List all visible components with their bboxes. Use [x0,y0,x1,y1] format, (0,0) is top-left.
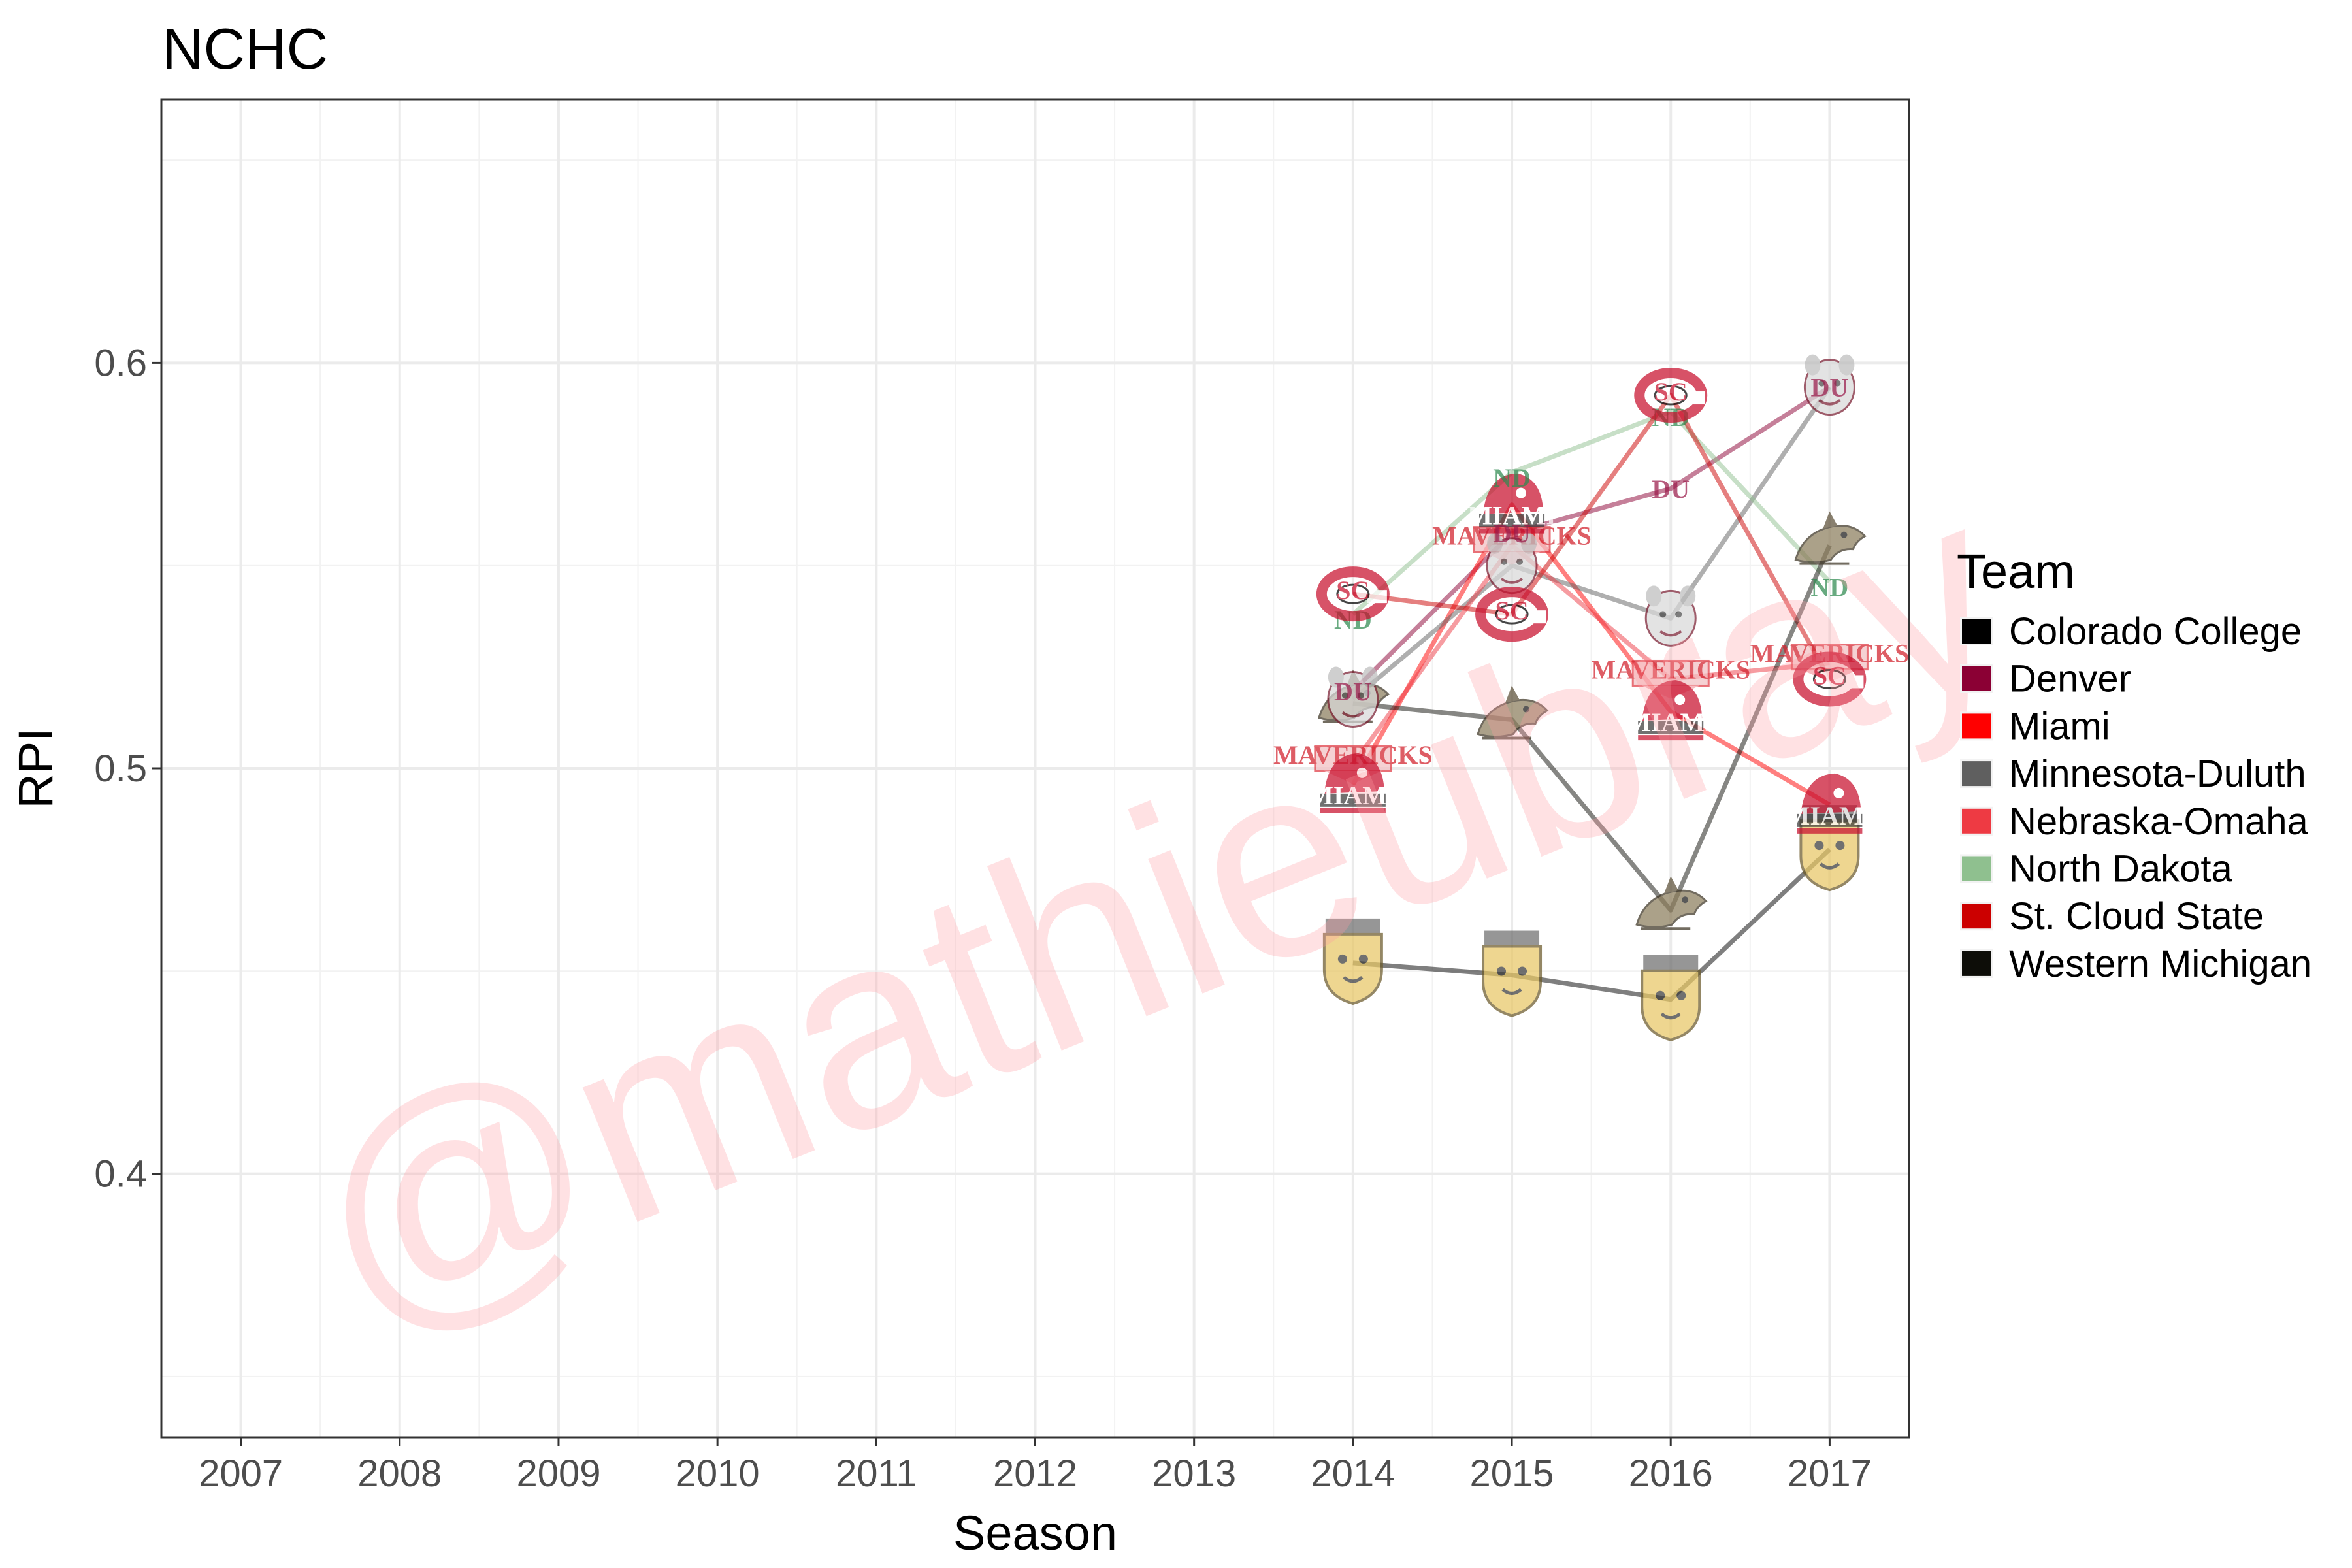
legend-label: Miami [2009,705,2110,747]
series-line [1352,544,1832,913]
svg-text:SC: SC [1336,576,1369,605]
plot-panel: MAVERICKSMAVERICKSMAVERICKSMAVERICKSMIAM… [160,98,2042,1439]
y-axis: 0.4 0.5 0.6 [94,342,161,1196]
x-tick-label: 2015 [1470,1452,1554,1495]
series-line [1350,502,1831,807]
tiger-logo-icon [1482,930,1543,1017]
y-axis-title: RPI [8,728,63,808]
x-tick-label: 2008 [357,1452,442,1495]
nd-logo-icon: ND [1493,463,1531,493]
legend-label: North Dakota [2009,848,2232,890]
legend-label: Western Michigan [2009,943,2311,985]
x-tick-label: 2009 [516,1452,600,1495]
legend-title: Team [1957,544,2075,598]
miami-logo-icon: MIAMI [1626,680,1715,741]
legend-swatch [1962,713,1991,739]
miami-logo-icon: MIAMI [1786,773,1874,834]
legend-swatch [1962,619,1991,644]
x-axis: 2007 2008 2009 2010 2011 2012 2013 2014 2015 2016… [199,1437,1872,1495]
tiger-logo-icon [1322,918,1383,1005]
svg-text:DU: DU [1652,474,1690,504]
x-tick-label: 2007 [199,1452,283,1495]
scsu-logo-icon: SC [1475,587,1549,642]
scsu-logo-icon: SC [1634,368,1708,423]
series-line [1351,385,1831,693]
legend-item: St. Cloud State [1960,895,2264,938]
scsu-logo-icon: SC [1793,651,1867,707]
legend-item: Nebraska-Omaha [1960,800,2308,843]
legend-label: Minnesota-Duluth [2009,753,2306,795]
chart-title: NCHC [162,16,328,81]
x-tick-label: 2013 [1152,1452,1236,1495]
y-tick-label: 0.6 [94,342,147,384]
x-tick-label: 2010 [676,1452,760,1495]
x-tick-label: 2014 [1311,1452,1395,1495]
svg-text:MIAMI: MIAMI [1467,501,1556,531]
legend-swatch [1962,808,1991,834]
bulldog-logo-icon [1644,585,1697,647]
series-line [1351,385,1832,702]
legend-label: Nebraska-Omaha [2009,800,2308,843]
x-tick-label: 2012 [993,1452,1077,1495]
mavericks-logo-icon: MAVERICKS [1591,655,1750,699]
legend-label: Denver [2009,658,2131,700]
legend-item: Denver [1960,658,2131,700]
legend-items: Colorado College Denver Miami Minnesota-Dul… [1960,610,2311,985]
legend-item: Western Michigan [1960,943,2311,985]
legend-item: Colorado College [1960,610,2302,653]
legend-item: Miami [1960,705,2110,747]
legend-swatch [1962,951,1991,976]
svg-text:SC: SC [1654,377,1688,406]
team-logo-markers: MAVERICKSMAVERICKSMAVERICKSMAVERICKSMIAM… [1273,354,1909,1041]
miami-logo-icon: MIAMI [1309,753,1397,813]
svg-text:SC: SC [1813,661,1846,690]
bronco-logo-icon [1635,876,1708,930]
series-lines [1350,385,1832,1002]
svg-text:DU: DU [1811,373,1849,402]
svg-text:MIAMI: MIAMI [1626,708,1715,737]
du-logo-icon: DU [1652,474,1690,504]
x-tick-label: 2017 [1788,1452,1872,1495]
x-tick-label: 2016 [1629,1452,1713,1495]
svg-text:SC: SC [1495,596,1528,625]
series-line [1351,543,1830,766]
legend-label: Colorado College [2009,610,2302,653]
svg-text:DU: DU [1334,677,1372,706]
legend-swatch [1962,904,1991,929]
bulldog-logo-icon [1486,532,1538,595]
bronco-logo-icon [1794,511,1867,565]
x-axis-title: Season [953,1506,1117,1560]
series-line [1352,847,1831,1002]
series-line [1352,393,1832,681]
bulldog-logo-icon [1803,354,1855,416]
legend: Team Colorado College Denver Miami Minnesot… [1957,544,2311,985]
legend-item: North Dakota [1960,848,2232,890]
nd-logo-icon: ND [1811,573,1849,602]
svg-text:ND: ND [1493,463,1531,493]
legend-swatch [1962,761,1991,787]
y-tick-label: 0.4 [94,1153,147,1196]
x-tick-label: 2011 [836,1452,917,1495]
y-tick-label: 0.5 [94,747,147,790]
miami-logo-icon: MIAMI [1467,473,1556,534]
legend-label: St. Cloud State [2009,895,2264,938]
scsu-logo-icon: SC [1316,566,1390,622]
svg-text:DU: DU [1493,519,1531,548]
tiger-logo-icon [1641,955,1701,1041]
svg-text:MIAMI: MIAMI [1786,801,1874,830]
major-gridlines [161,99,1909,1437]
du-logo-icon: DU [1811,373,1849,402]
bronco-logo-icon [1477,685,1549,740]
series-line [1351,409,1831,616]
legend-item: Minnesota-Duluth [1960,753,2306,795]
bulldog-logo-icon [1327,666,1379,728]
du-logo-icon: DU [1493,519,1531,548]
svg-text:MAVERICKS: MAVERICKS [1591,655,1750,684]
svg-text:MIAMI: MIAMI [1309,781,1397,810]
legend-swatch [1962,856,1991,881]
svg-text:ND: ND [1811,573,1849,602]
legend-swatch [1962,666,1991,691]
du-logo-icon: DU [1334,677,1372,706]
